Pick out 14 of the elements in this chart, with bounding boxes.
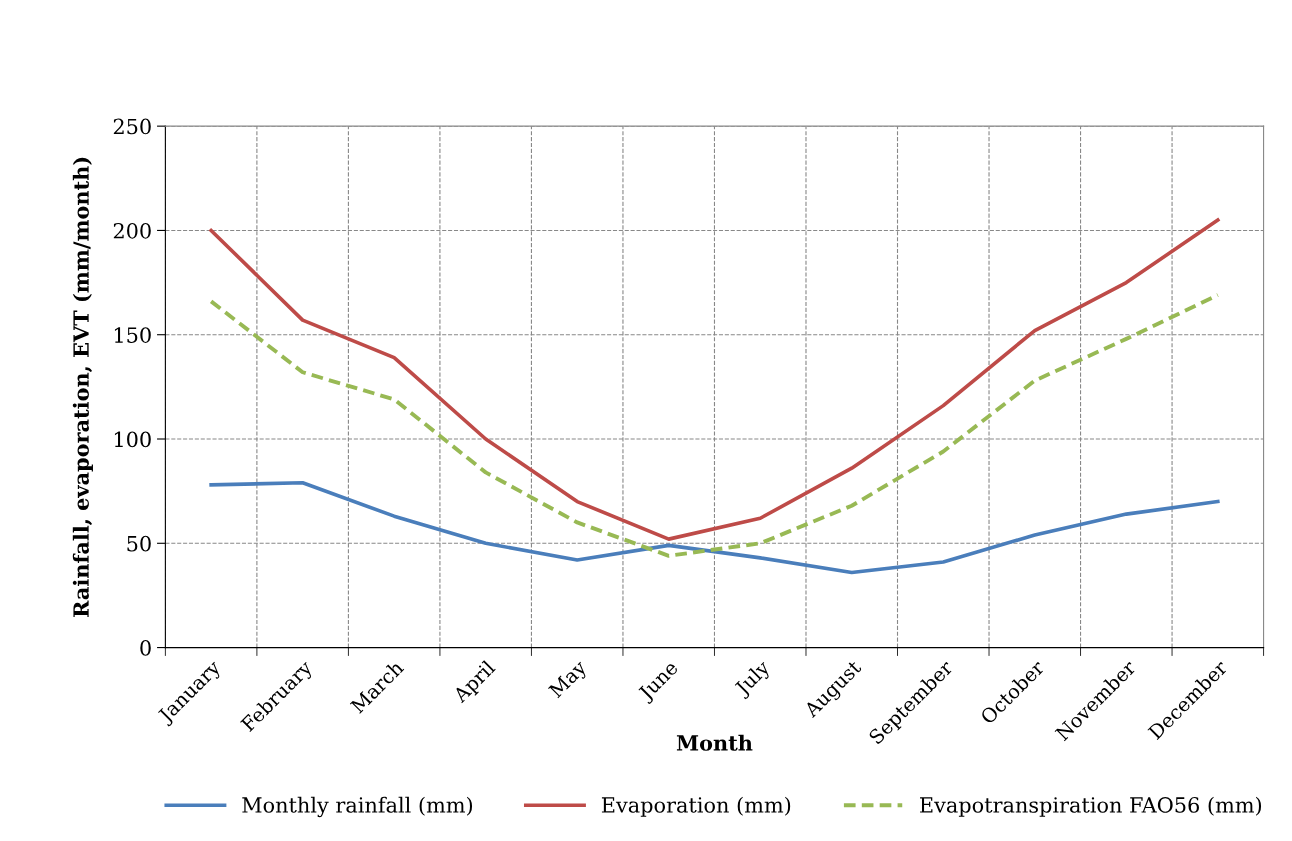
y-tick-label: 0 xyxy=(140,640,151,656)
x-axis-title: Month xyxy=(676,734,753,751)
y-tick-label: 150 xyxy=(114,327,151,343)
y-tick-label: 250 xyxy=(113,118,151,135)
line-series xyxy=(209,218,1220,541)
y-tick-label: 50 xyxy=(127,535,151,552)
legend-label: Monthly rainfall (mm) xyxy=(242,796,473,818)
y-tick-label: 200 xyxy=(113,222,151,239)
legend-label: Evapotranspiration FAO56 (mm) xyxy=(920,796,1262,817)
y-tick-label: 100 xyxy=(114,431,151,448)
line-series xyxy=(209,480,1220,575)
legend-label: Evaporation (mm) xyxy=(601,796,791,817)
y-axis-title: Rainfall, evaporation, EVT (mm/month) xyxy=(72,157,93,617)
line-series xyxy=(209,293,1220,558)
